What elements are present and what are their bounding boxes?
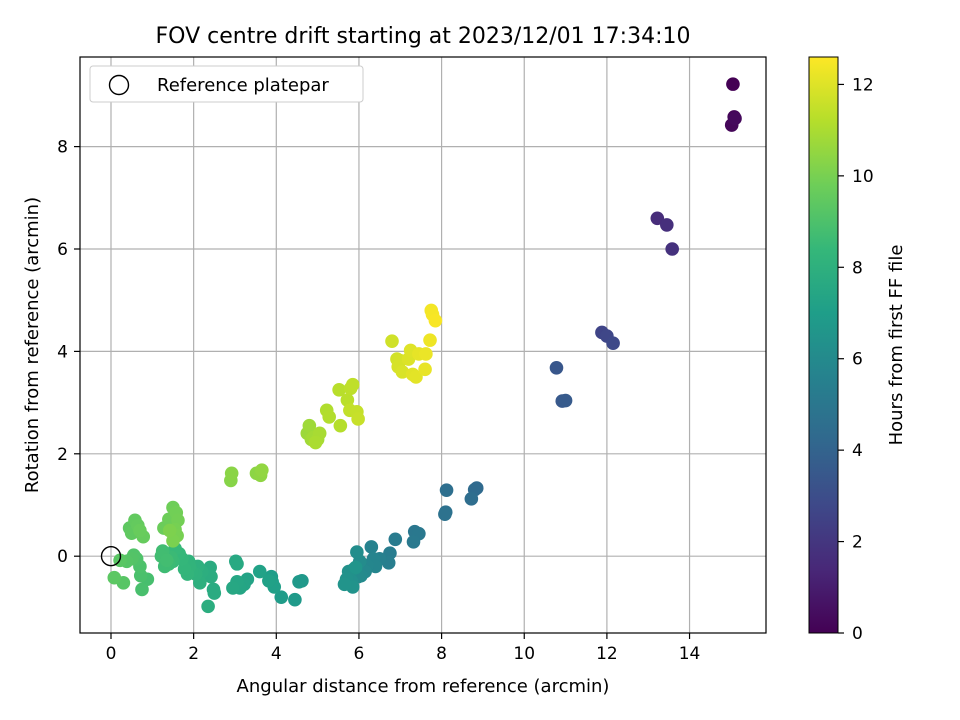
- colorbar-tick-label: 4: [852, 441, 863, 461]
- data-point: [350, 545, 364, 559]
- data-point: [107, 570, 122, 585]
- data-point: [332, 383, 346, 397]
- y-tick-label: 6: [57, 240, 68, 260]
- x-tick-label: 2: [188, 644, 199, 664]
- colorbar-tick-label: 10: [852, 167, 874, 187]
- data-point: [388, 532, 403, 547]
- x-tick-label: 12: [596, 644, 618, 664]
- data-point: [419, 347, 433, 361]
- data-point: [162, 523, 177, 538]
- data-point: [159, 553, 174, 568]
- data-point: [439, 483, 454, 497]
- colorbar-tick-label: 0: [852, 624, 863, 644]
- data-point: [549, 360, 564, 375]
- x-tick-label: 14: [679, 644, 701, 664]
- data-point: [409, 370, 423, 384]
- reference-marker-layer: [100, 546, 122, 567]
- data-point: [351, 412, 365, 426]
- data-point: [650, 211, 665, 226]
- colorbar-tick-label: 12: [852, 75, 874, 95]
- colorbar-gradient: [808, 56, 839, 634]
- x-tick-label: 8: [436, 644, 447, 664]
- colorbar-tick-label: 6: [852, 350, 863, 370]
- scatter-points: [107, 77, 742, 614]
- data-point: [252, 564, 267, 579]
- data-point: [302, 418, 317, 433]
- data-point: [226, 581, 240, 595]
- x-tick-label: 0: [106, 644, 117, 664]
- data-point: [322, 410, 336, 424]
- data-point: [726, 77, 740, 91]
- data-point: [224, 466, 239, 481]
- x-axis-ticks: 0 2 4 6 8 10 12 14: [106, 633, 701, 664]
- data-point: [230, 557, 244, 571]
- data-point: [345, 377, 360, 392]
- data-point: [135, 582, 149, 597]
- plot-area-frame: [79, 56, 767, 634]
- data-point: [606, 336, 620, 351]
- colorbar-tick-label: 2: [852, 533, 863, 553]
- x-tick-label: 6: [354, 644, 365, 664]
- data-point: [364, 540, 379, 554]
- x-axis-label: Angular distance from reference (arcmin): [237, 676, 610, 697]
- data-point: [133, 523, 147, 538]
- y-tick-label: 2: [57, 445, 68, 465]
- data-point: [206, 582, 221, 597]
- y-tick-label: 8: [57, 138, 68, 158]
- data-point: [665, 242, 679, 256]
- data-point: [262, 573, 276, 588]
- data-point: [274, 590, 289, 604]
- y-axis-ticks: 0 2 4 6 8: [57, 138, 80, 567]
- data-point: [177, 562, 192, 576]
- data-point: [438, 507, 452, 522]
- legend: Reference platepar: [89, 65, 364, 103]
- data-point: [395, 365, 410, 379]
- data-point: [201, 599, 215, 614]
- data-point: [406, 535, 421, 549]
- data-point: [255, 463, 269, 477]
- chart-title: FOV centre drift starting at 2023/12/01 …: [156, 24, 691, 49]
- grid-lines: [80, 57, 766, 633]
- colorbar-label: Hours from first FF file: [886, 245, 907, 446]
- data-point: [418, 362, 432, 377]
- legend-reference-marker: [108, 74, 130, 96]
- data-point: [340, 393, 355, 407]
- data-point: [292, 575, 306, 589]
- data-point: [166, 534, 180, 548]
- y-tick-label: 4: [57, 342, 68, 362]
- legend-label: Reference platepar: [157, 75, 329, 96]
- data-point: [660, 218, 674, 232]
- data-point: [337, 577, 352, 592]
- reference-platepar-marker: [100, 546, 122, 567]
- data-point: [728, 111, 742, 126]
- data-point: [385, 334, 399, 348]
- data-point: [464, 492, 479, 506]
- data-point: [423, 333, 437, 347]
- colorbar-tick-label: 8: [852, 258, 863, 278]
- data-point: [558, 393, 573, 408]
- data-point: [348, 560, 363, 575]
- legend-box: [89, 65, 364, 103]
- data-point: [333, 418, 348, 433]
- y-tick-label: 0: [57, 547, 68, 567]
- colorbar-ticks: 0 2 4 6 8 10 12: [838, 75, 874, 644]
- data-point: [428, 313, 443, 328]
- y-axis-label: Rotation from reference (arcmin): [22, 197, 43, 493]
- data-point: [308, 435, 323, 450]
- x-tick-label: 4: [271, 644, 282, 664]
- colorbar: 0 2 4 6 8 10 12 Hours from first FF file: [808, 56, 907, 644]
- x-tick-label: 10: [513, 644, 535, 664]
- data-point: [288, 592, 302, 607]
